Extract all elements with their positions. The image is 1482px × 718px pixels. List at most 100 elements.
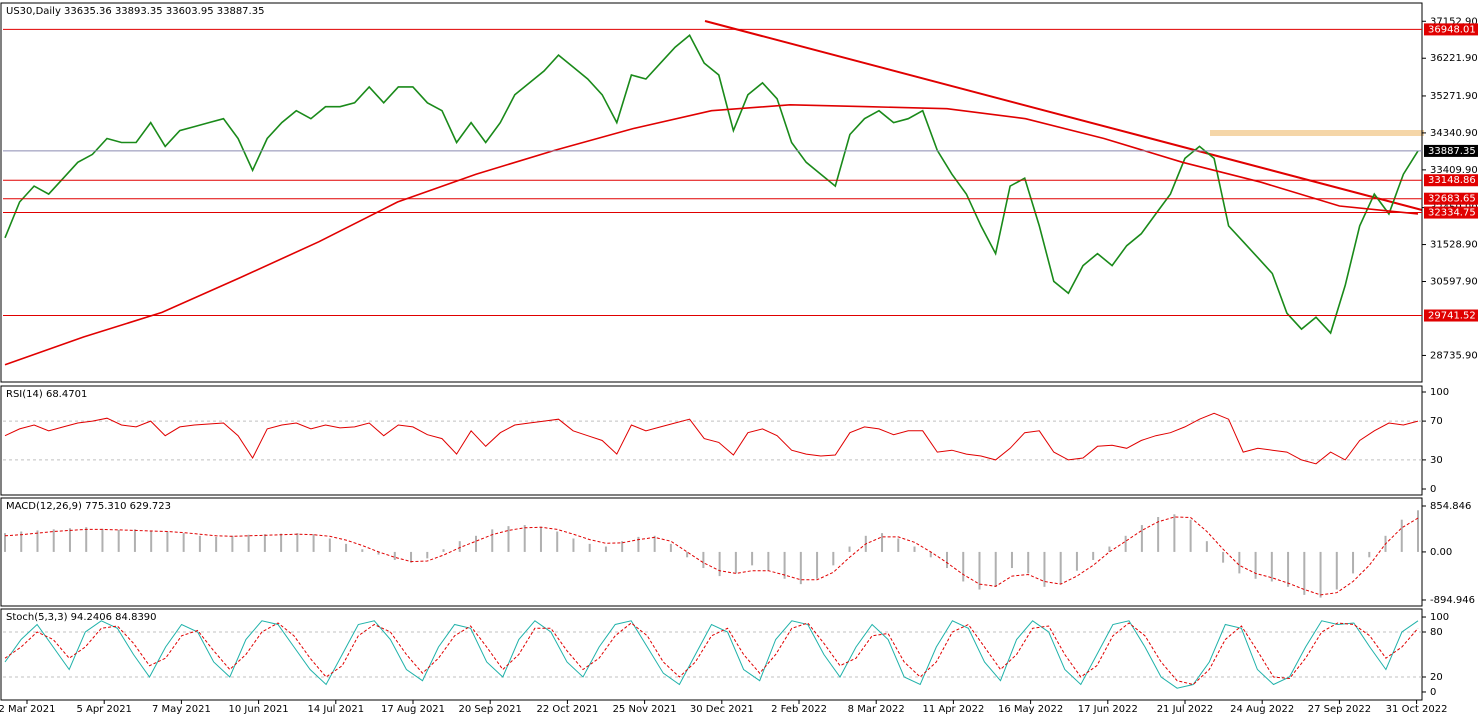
histogram-bar [1010, 551, 1013, 569]
x-tick-label: 17 Jun 2022 [1078, 704, 1138, 715]
histogram-bar [1417, 510, 1419, 552]
histogram-bar [361, 549, 364, 552]
histogram-bar [1335, 551, 1338, 590]
y-tick-label: 0 [1430, 687, 1436, 698]
x-tick-label: 21 Jul 2022 [1157, 704, 1214, 715]
panel-frame [0, 385, 1423, 496]
histogram-bar [133, 529, 136, 552]
histogram-bar [215, 536, 218, 552]
x-tick-label: 22 Oct 2021 [536, 704, 598, 715]
histogram-bar [686, 551, 689, 558]
trend-line [704, 20, 1423, 211]
price-label: 32683.65 [1428, 194, 1476, 205]
histogram-bar [280, 533, 283, 552]
x-tick-label: 8 Mar 2022 [848, 704, 905, 715]
histogram-bar [182, 533, 185, 552]
histogram-bar [572, 538, 575, 552]
x-tick-label: 10 Jun 2021 [229, 704, 289, 715]
histogram-bar [1157, 517, 1160, 552]
panel-title: US30,Daily 33635.36 33893.35 33603.95 33… [6, 6, 264, 17]
histogram-bar [523, 525, 526, 552]
histogram-bar [1075, 551, 1078, 571]
x-tick-label: 2 Mar 2021 [0, 704, 56, 715]
price-label-box [1424, 23, 1478, 36]
histogram-bar [962, 551, 965, 582]
histogram-bar [1400, 519, 1403, 552]
y-tick-label: 30 [1430, 455, 1443, 466]
histogram-bar [85, 527, 88, 552]
histogram-bar [475, 535, 477, 552]
y-tick-label: 100 [1430, 612, 1449, 623]
y-tick-label: 80 [1430, 627, 1443, 638]
y-tick-label: 35271.90 [1430, 91, 1478, 102]
y-tick-label: 70 [1430, 416, 1443, 427]
histogram-bar [4, 533, 6, 552]
histogram-bar [637, 536, 640, 552]
histogram-bar [1108, 546, 1111, 552]
histogram-bar [978, 551, 981, 590]
histogram-bar [442, 549, 445, 552]
histogram-bar [117, 529, 120, 552]
histogram-bar [1189, 519, 1192, 552]
histogram-bar [702, 551, 705, 569]
price-label-box [1424, 309, 1478, 322]
histogram-bar [393, 551, 396, 560]
histogram-bar [150, 530, 153, 552]
price-label: 36948.01 [1428, 24, 1476, 35]
histogram-bar [913, 546, 916, 552]
series-line [4, 622, 1419, 686]
histogram-bar [1352, 551, 1355, 574]
histogram-bar [296, 533, 299, 552]
histogram-bar [20, 531, 23, 552]
panel-title: MACD(12,26,9) 775.310 629.723 [6, 501, 171, 512]
y-tick-label: 0 [1430, 484, 1436, 495]
histogram-bar [345, 543, 348, 552]
histogram-bar [881, 533, 884, 552]
histogram-bar [848, 546, 851, 552]
histogram-bar [734, 551, 737, 574]
price-label: 32334.75 [1428, 208, 1476, 219]
histogram-bar [101, 528, 104, 552]
x-tick-label: 25 Nov 2021 [613, 704, 677, 715]
histogram-bar [783, 551, 786, 579]
x-tick-label: 5 Apr 2021 [76, 704, 131, 715]
series-line [4, 34, 1419, 335]
histogram-bar [410, 551, 413, 563]
y-tick-label: 34340.90 [1430, 128, 1478, 139]
histogram-bar [588, 543, 591, 552]
histogram-bar [718, 551, 721, 577]
histogram-bar [247, 534, 250, 552]
histogram-bar [1124, 535, 1127, 552]
histogram-bar [491, 529, 494, 552]
x-tick-label: 7 May 2021 [152, 704, 211, 715]
histogram-bar [1140, 525, 1143, 552]
histogram-bar [1319, 551, 1322, 598]
y-tick-label: 0.00 [1430, 547, 1452, 558]
histogram-bar [426, 551, 429, 559]
histogram-bar [897, 538, 900, 552]
x-tick-label: 16 May 2022 [998, 704, 1063, 715]
histogram-bar [799, 551, 802, 585]
histogram-bar [669, 543, 672, 552]
panel-title: RSI(14) 68.4701 [6, 389, 87, 400]
histogram-bar [377, 551, 380, 555]
price-label-box [1424, 174, 1478, 187]
histogram-bar [1222, 551, 1225, 563]
y-tick-label: 37152.90 [1430, 16, 1478, 27]
series-line [4, 620, 1419, 689]
histogram-bar [328, 538, 331, 552]
y-tick-label: 20 [1430, 672, 1443, 683]
histogram-bar [1027, 551, 1030, 574]
y-tick-label: 36221.90 [1430, 53, 1478, 64]
y-tick-label: 854.846 [1430, 501, 1471, 512]
highlight-zone [1210, 130, 1424, 136]
histogram-bar [1205, 541, 1208, 552]
histogram-bar [507, 526, 510, 552]
histogram-bar [231, 535, 234, 552]
histogram-bar [263, 534, 266, 552]
price-label: 33148.86 [1428, 175, 1476, 186]
series-line [4, 516, 1419, 596]
histogram-bar [166, 531, 169, 552]
histogram-bar [556, 531, 559, 552]
